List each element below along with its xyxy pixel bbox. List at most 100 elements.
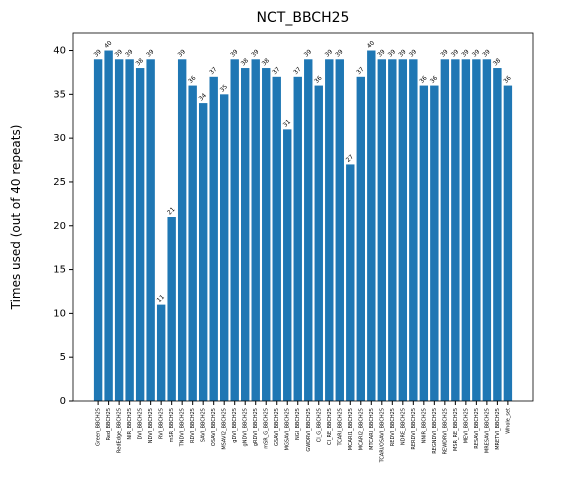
data-label: 39 xyxy=(460,48,470,58)
x-tick-label: NDVI_BBCH25 xyxy=(148,408,154,443)
x-tick-label: TNDVI_BBCH25 xyxy=(180,408,186,447)
x-tick-label: RDVI_BBCH25 xyxy=(190,408,196,443)
bar xyxy=(177,59,187,402)
y-tick-label: 25 xyxy=(53,177,66,188)
bar xyxy=(125,59,134,402)
bar xyxy=(135,68,145,402)
bar xyxy=(346,164,355,401)
data-label: 36 xyxy=(429,75,439,85)
x-tick-label: mSR_BBCH25 xyxy=(169,408,175,442)
x-tick-label: REWDRVI_BBCH25 xyxy=(442,408,448,454)
plot-frame xyxy=(72,32,534,402)
y-tick-label: 20 xyxy=(53,221,66,232)
data-label: 34 xyxy=(198,92,208,102)
x-tick-label: MSAVI2_BBCH25 xyxy=(222,408,228,450)
bar xyxy=(93,59,103,402)
data-label: 39 xyxy=(177,48,187,58)
data-label: 39 xyxy=(397,48,407,58)
y-tick-label: 5 xyxy=(60,352,66,363)
data-label: 35 xyxy=(219,83,229,93)
x-tick-label: RVI_BBCH25 xyxy=(159,408,165,439)
bar xyxy=(503,85,513,402)
x-tick-label: GSAVI_BBCH25 xyxy=(274,408,280,446)
bar xyxy=(241,68,250,402)
bar xyxy=(198,103,208,401)
bar xyxy=(283,129,292,401)
data-label: 40 xyxy=(103,39,113,49)
data-label: 37 xyxy=(271,66,281,76)
bar xyxy=(440,59,450,402)
x-tick-label: NDRE_BBCH25 xyxy=(400,408,406,445)
bar xyxy=(104,50,113,402)
data-label: 39 xyxy=(324,48,334,58)
y-tick-label: 10 xyxy=(53,308,66,319)
bar xyxy=(272,76,281,402)
y-tick-label: 40 xyxy=(53,46,66,57)
data-label: 27 xyxy=(345,153,355,163)
chart-title: NCT_BBCH25 xyxy=(257,10,350,26)
bar xyxy=(314,85,323,402)
bar xyxy=(335,59,344,402)
x-tick-label: RedEdge_BBCH25 xyxy=(117,408,123,453)
data-label: 39 xyxy=(124,48,134,58)
data-label: 39 xyxy=(408,48,418,58)
x-tick-label: SAVI_BBCH25 xyxy=(201,408,207,442)
bar xyxy=(451,59,460,402)
x-tick-label: CI_G_BBCH25 xyxy=(316,408,322,442)
y-tick-label: 30 xyxy=(53,133,66,144)
bar xyxy=(367,50,376,402)
x-tick-label: Whole_set xyxy=(505,408,511,434)
bar xyxy=(409,59,418,402)
x-tick-label: CI_RE_BBCH25 xyxy=(327,408,333,445)
bar xyxy=(156,304,166,401)
bar xyxy=(209,76,218,402)
data-label: 39 xyxy=(250,48,260,58)
x-tick-label: Red_BBCH25 xyxy=(106,408,112,440)
x-tick-label: gDVI_BBCH25 xyxy=(232,408,238,443)
bar xyxy=(482,59,492,402)
data-label: 38 xyxy=(261,57,271,67)
y-axis-label: Times used (out of 40 repeats) xyxy=(9,125,23,311)
bar xyxy=(230,59,239,402)
data-label: 39 xyxy=(471,48,481,58)
bar xyxy=(493,68,502,402)
bar xyxy=(304,59,313,402)
data-label: 36 xyxy=(418,75,428,85)
x-tick-label: REGNDVI_BBCH25 xyxy=(432,408,438,454)
data-label: 39 xyxy=(376,48,386,58)
x-tick-label: MCARI1_BBCH25 xyxy=(348,408,354,450)
bar xyxy=(419,85,429,402)
x-tick-label: REDVI_BBCH25 xyxy=(390,408,396,446)
x-tick-label: MSR_RE_BBCH25 xyxy=(453,408,459,451)
data-label: 38 xyxy=(135,57,145,67)
data-label: 21 xyxy=(166,206,176,216)
x-tick-label: MRETVI_BBCH25 xyxy=(495,408,501,450)
x-tick-label: RERDVI_BBCH25 xyxy=(411,408,417,450)
data-label: 37 xyxy=(208,66,218,76)
bar xyxy=(219,94,229,401)
data-label: 40 xyxy=(366,39,376,49)
x-tick-label: Green_BBCH25 xyxy=(96,408,102,446)
data-label: 38 xyxy=(492,57,502,67)
bar xyxy=(167,217,176,401)
data-label: 39 xyxy=(229,48,239,58)
x-tick-label: NNIR_BBCH25 xyxy=(421,408,427,443)
bar xyxy=(398,59,408,402)
x-tick-label: gNDVI_BBCH25 xyxy=(243,408,249,446)
bar xyxy=(388,59,397,402)
x-tick-label: gRDVI_BBCH25 xyxy=(253,408,259,446)
bar xyxy=(293,76,302,402)
bar xyxy=(472,59,481,402)
data-label: 39 xyxy=(145,48,155,58)
data-label: 37 xyxy=(292,66,302,76)
x-tick-label: MCARI2_BBCH25 xyxy=(358,408,364,450)
bar xyxy=(461,59,471,402)
x-tick-label: TCARI/OSAVI_BBCH25 xyxy=(379,408,385,463)
data-label: 39 xyxy=(387,48,397,58)
y-tick-label: 0 xyxy=(60,396,66,407)
data-label: 39 xyxy=(481,48,491,58)
x-tick-label: DVI_BBCH25 xyxy=(138,408,144,440)
bar xyxy=(325,59,334,402)
data-label: 36 xyxy=(502,75,512,85)
